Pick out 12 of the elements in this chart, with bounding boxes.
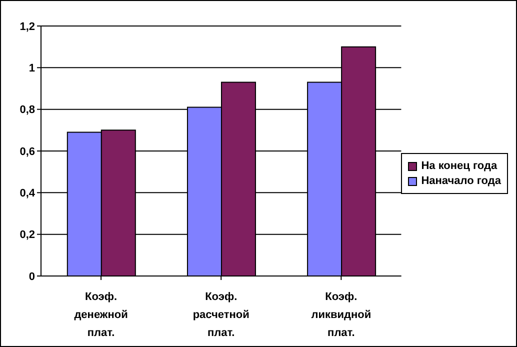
y-tick-label: 0 bbox=[28, 270, 35, 283]
y-tick-label: 1 bbox=[28, 62, 35, 75]
x-tick-label: Коэф. ликвидной плат. bbox=[311, 291, 372, 339]
y-tick-label: 0,4 bbox=[20, 188, 36, 200]
y-tick-label: 0,2 bbox=[20, 229, 35, 242]
legend-label: На конец года bbox=[420, 160, 498, 172]
legend-label: Наначало года bbox=[420, 175, 501, 187]
y-tick-label: 0,8 bbox=[20, 104, 35, 116]
y-tick-label: 1,2 bbox=[20, 20, 35, 33]
x-tick-label: Коэф. расчетной плат. bbox=[192, 291, 250, 339]
y-tick-label: 0,6 bbox=[20, 146, 35, 158]
x-tick-label: Коэф. денежной плат. bbox=[74, 291, 128, 339]
